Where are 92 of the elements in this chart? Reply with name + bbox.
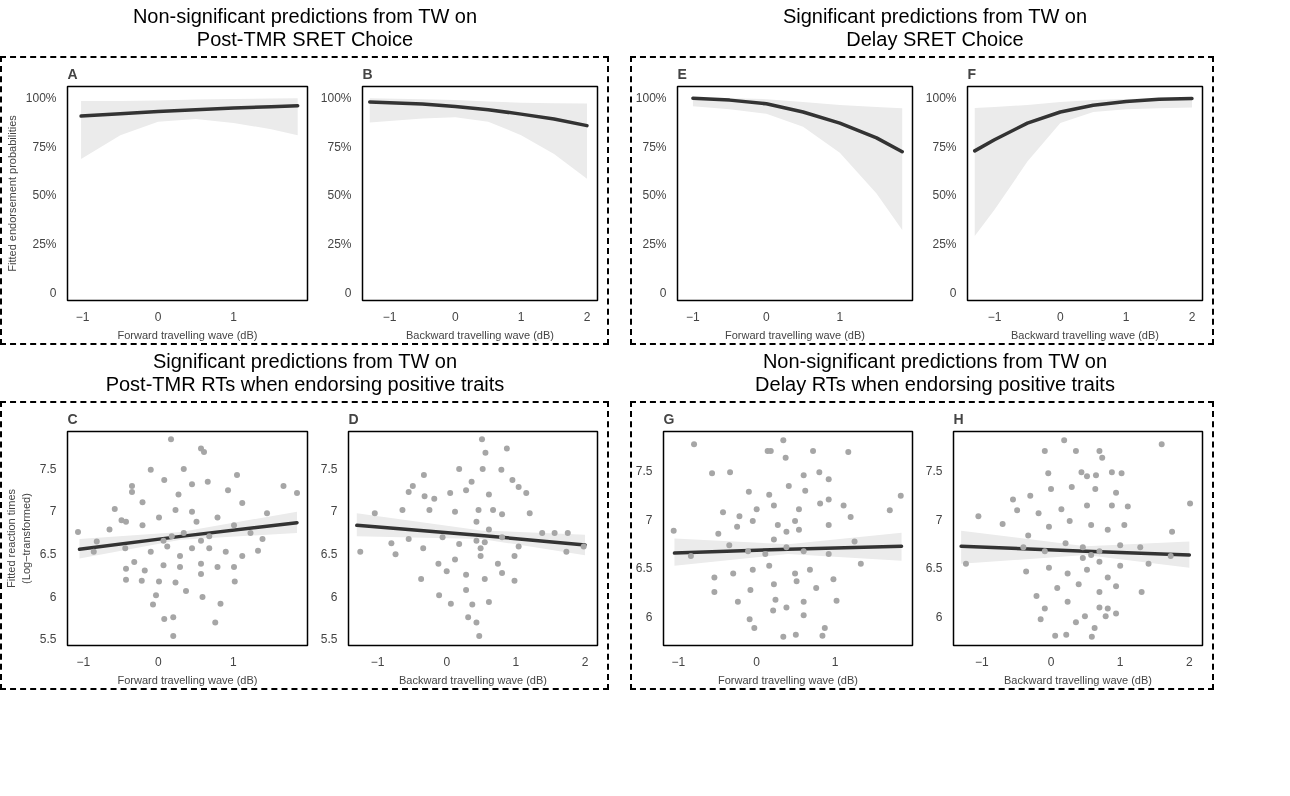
x-tick-label: 0: [1047, 654, 1055, 669]
y-tick-label: 6.5: [635, 561, 653, 576]
x-tick-label: 1: [1116, 654, 1124, 669]
y-tick-label: 6.5: [320, 546, 338, 561]
line-series: [972, 96, 1194, 153]
x-tick-label: 1: [512, 654, 520, 669]
y-tick-label: 75%: [642, 139, 667, 154]
x-axis-title: Backward travelling wave (dB): [1004, 673, 1152, 686]
x-tick-label: 1: [229, 654, 237, 669]
y-tick-label: 7.5: [925, 463, 943, 478]
x-tick-label: 0: [154, 654, 162, 669]
y-tick-label: 7.5: [635, 463, 653, 478]
x-tick-label: 0: [451, 309, 459, 324]
y-tick-label: 7: [935, 512, 943, 527]
x-axis-title: Forward travelling wave (dB): [117, 673, 258, 686]
y-tick-label: 5.5: [39, 632, 57, 647]
y-tick-label: 7.5: [320, 461, 338, 476]
x-tick-label: −1: [370, 654, 385, 669]
y-axis-title: Fitted reaction times (Log−transformed): [5, 488, 32, 589]
x-axis-title: Backward travelling wave (dB): [1011, 328, 1159, 341]
y-tick-label: 6: [330, 589, 338, 604]
y-tick-label: 50%: [932, 188, 957, 203]
chart-subtitle: Non-significant predictions from TW on Post-TMR SRET Choice: [132, 5, 478, 51]
y-tick-label: 100%: [925, 91, 957, 106]
y-tick-label: 50%: [327, 188, 352, 203]
y-tick-label: 100%: [320, 91, 352, 106]
x-tick-label: 0: [443, 654, 451, 669]
y-tick-label: 75%: [327, 139, 352, 154]
x-tick-label: −1: [671, 654, 686, 669]
chart-title: C: [67, 410, 78, 427]
x-tick-label: 2: [583, 309, 591, 324]
line-series: [691, 96, 904, 154]
x-tick-label: 0: [1056, 309, 1064, 324]
y-tick-label: 50%: [642, 188, 667, 203]
x-tick-label: 2: [581, 654, 589, 669]
x-axis-title: Forward travelling wave (dB): [725, 328, 865, 341]
y-tick-label: 75%: [932, 139, 957, 154]
y-tick-label: 0: [49, 285, 57, 300]
x-axis-title: Backward travelling wave (dB): [406, 328, 554, 341]
y-tick-label: 75%: [32, 139, 57, 154]
x-tick-label: 0: [753, 654, 761, 669]
x-axis-title: Forward travelling wave (dB): [117, 328, 258, 341]
x-axis-title: Backward travelling wave (dB): [399, 673, 547, 686]
y-tick-label: 0: [344, 285, 352, 300]
x-tick-label: 1: [836, 309, 844, 324]
x-axis-title: Forward travelling wave (dB): [718, 673, 858, 686]
x-tick-label: 0: [763, 309, 771, 324]
chart-title: H: [953, 410, 964, 427]
chart-title: B: [362, 65, 373, 82]
y-axis-title: Fitted endorsement probabilities: [5, 114, 18, 272]
y-tick-label: 25%: [32, 237, 57, 252]
line-series: [79, 104, 300, 118]
y-tick-label: 6: [49, 589, 57, 604]
y-tick-label: 6.5: [39, 546, 57, 561]
x-tick-label: −1: [382, 309, 397, 324]
y-tick-label: 6: [645, 609, 653, 624]
y-tick-label: 6.5: [925, 561, 943, 576]
y-tick-label: 25%: [932, 237, 957, 252]
x-tick-label: 1: [517, 309, 525, 324]
chart-title: F: [967, 65, 977, 82]
y-tick-label: 0: [659, 285, 667, 300]
line-series: [367, 100, 589, 128]
x-tick-label: −1: [686, 309, 701, 324]
y-tick-label: 0: [949, 285, 957, 300]
x-tick-label: 1: [230, 309, 238, 324]
chart-subtitle: Significant predictions from TW on Delay SRET Choice: [782, 5, 1088, 51]
x-tick-label: 0: [154, 309, 162, 324]
x-tick-label: −1: [75, 309, 90, 324]
y-tick-label: 100%: [25, 91, 57, 106]
chart-title: D: [348, 410, 359, 427]
y-tick-label: 25%: [327, 237, 352, 252]
y-tick-label: 7.5: [39, 461, 57, 476]
chart-title: E: [677, 65, 687, 82]
y-tick-label: 100%: [635, 91, 667, 106]
chart-subtitle: Non-significant predictions from TW on Delay RTs when endorsing positive traits: [755, 350, 1115, 396]
y-tick-label: 6: [935, 609, 943, 624]
y-tick-label: 7: [49, 504, 57, 519]
x-tick-label: 2: [1188, 309, 1196, 324]
x-tick-label: 1: [1122, 309, 1130, 324]
y-tick-label: 50%: [32, 188, 57, 203]
y-tick-label: 7: [645, 512, 653, 527]
chart-title: G: [663, 410, 675, 427]
x-tick-label: −1: [76, 654, 91, 669]
chart-subtitle: Significant predictions from TW on Post-TMR RTs when endorsing positive traits: [105, 350, 505, 396]
x-tick-label: 2: [1186, 654, 1194, 669]
y-tick-label: 7: [330, 504, 338, 519]
y-tick-label: 25%: [642, 237, 667, 252]
x-tick-label: −1: [975, 654, 990, 669]
x-tick-label: 1: [831, 654, 839, 669]
chart-title: A: [67, 65, 78, 82]
y-tick-label: 5.5: [320, 632, 338, 647]
x-tick-label: −1: [987, 309, 1002, 324]
